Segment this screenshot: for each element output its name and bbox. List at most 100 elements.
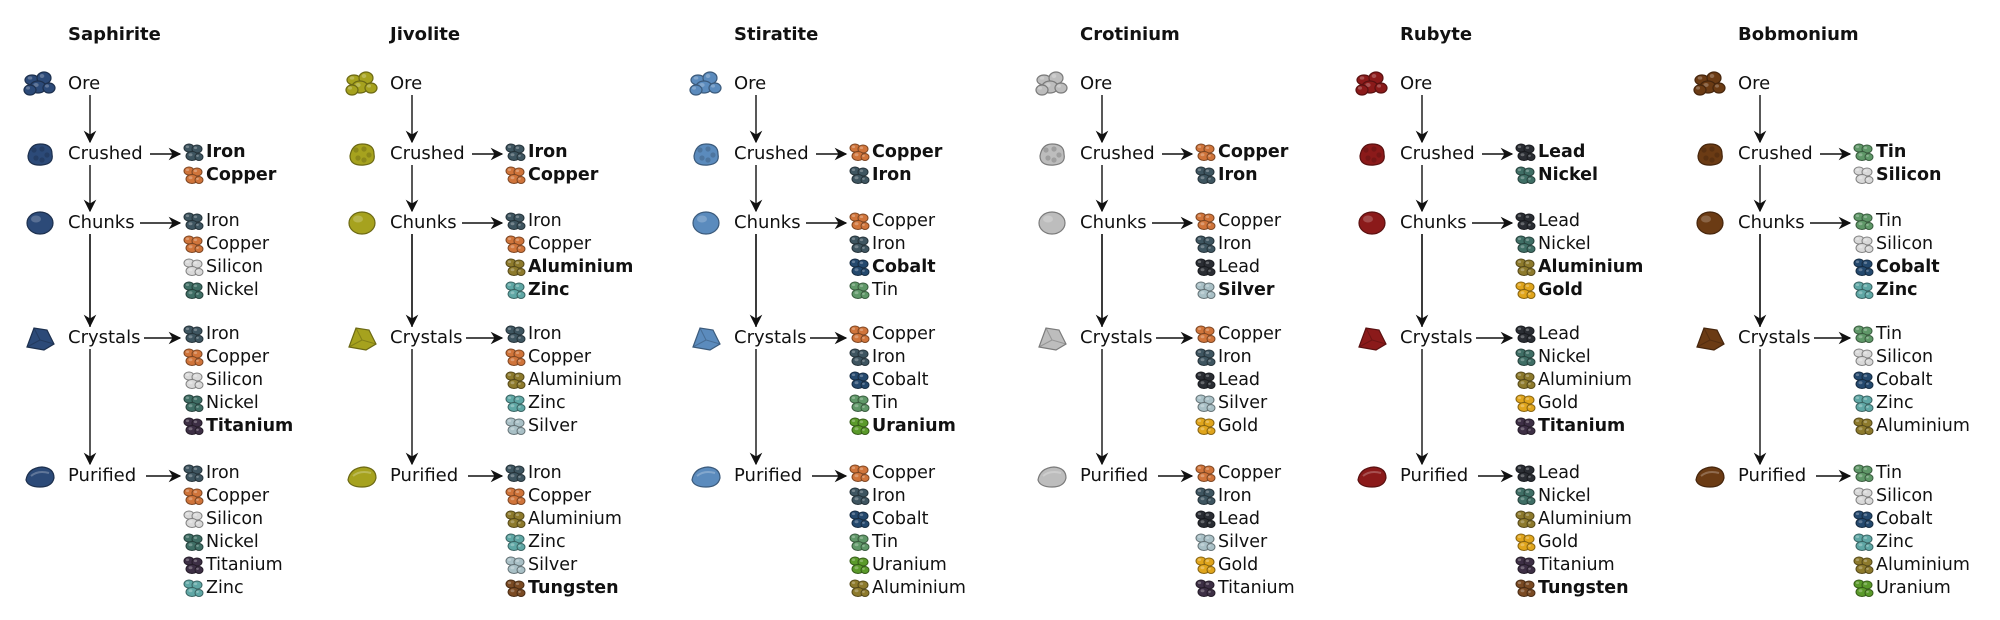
output-item-copper: Copper [504, 345, 622, 368]
iron-icon [1195, 348, 1216, 366]
output-list-crushed: Iron Copper [504, 140, 598, 186]
output-label: Aluminium [1876, 415, 1970, 436]
output-item-uranium: Uranium [848, 553, 966, 576]
jivolite-column: Jivolite Ore Crushed Iron Copper Chunks Iron Co… [342, 0, 662, 620]
output-item-aluminium: Aluminium [504, 255, 633, 278]
output-item-copper: Copper [848, 461, 966, 484]
gold-icon [1515, 394, 1536, 412]
aluminium-icon [505, 371, 526, 389]
output-item-silver: Silver [1194, 530, 1295, 553]
jivolite-purified-icon [347, 466, 377, 488]
output-item-iron: Iron [182, 461, 283, 484]
output-label: Iron [872, 233, 906, 254]
output-item-lead: Lead [1194, 255, 1281, 278]
output-label: Silver [1218, 531, 1268, 552]
output-item-iron: Iron [504, 140, 598, 163]
output-label: Tin [872, 279, 899, 300]
stiratite-column: Stiratite Ore Crushed Copper Iron Chunks Coppe… [686, 0, 1006, 620]
iron-icon [849, 348, 870, 366]
output-item-copper: Copper [848, 140, 942, 163]
output-item-iron: Iron [848, 484, 966, 507]
stage-label-ore: Ore [734, 73, 769, 95]
stage-label-chunks: Chunks [1080, 212, 1149, 234]
iron-icon [505, 325, 526, 343]
stage-label-ore: Ore [390, 73, 425, 95]
output-label: Tin [1876, 210, 1903, 231]
copper-icon [1195, 212, 1216, 230]
output-item-zinc: Zinc [182, 576, 283, 599]
zinc-icon [1853, 533, 1874, 551]
output-item-tin: Tin [1852, 140, 1941, 163]
nickel-icon [1515, 348, 1536, 366]
output-item-silver: Silver [1194, 391, 1281, 414]
output-item-uranium: Uranium [848, 414, 956, 437]
output-list-crystals: Tin Silicon Cobalt Zinc Aluminium [1852, 322, 1970, 437]
iron-icon [1195, 235, 1216, 253]
output-label: Zinc [1876, 279, 1918, 300]
output-label: Cobalt [1876, 369, 1933, 390]
output-label: Tungsten [1538, 577, 1629, 598]
output-item-copper: Copper [504, 232, 633, 255]
output-label: Silicon [1876, 233, 1934, 254]
output-label: Silicon [206, 508, 264, 529]
output-item-iron: Iron [848, 163, 942, 186]
stiratite-crushed-icon [693, 143, 719, 166]
output-label: Silicon [206, 369, 264, 390]
output-item-tin: Tin [1852, 461, 1970, 484]
output-item-nickel: Nickel [1514, 345, 1632, 368]
lead-icon [1195, 258, 1216, 276]
output-list-purified: Iron Copper Aluminium Zinc Silver Tungsten [504, 461, 622, 599]
output-label: Iron [206, 210, 240, 231]
stage-label-purified: Purified [1400, 465, 1471, 487]
output-label: Tin [872, 531, 899, 552]
output-label: Iron [528, 141, 568, 162]
rubyte-purified-icon [1357, 466, 1387, 488]
output-label: Copper [1218, 323, 1282, 344]
aluminium-icon [505, 510, 526, 528]
stage-label-chunks: Chunks [68, 212, 137, 234]
output-label: Aluminium [1876, 554, 1970, 575]
output-label: Copper [872, 210, 936, 231]
output-label: Iron [206, 462, 240, 483]
output-label: Aluminium [528, 369, 622, 390]
output-item-cobalt: Cobalt [1852, 507, 1970, 530]
output-item-copper: Copper [1194, 140, 1288, 163]
nickel-icon [1515, 235, 1536, 253]
output-item-nickel: Nickel [182, 391, 293, 414]
zinc-icon [505, 394, 526, 412]
output-item-gold: Gold [1194, 553, 1295, 576]
output-item-titanium: Titanium [1514, 553, 1632, 576]
stage-label-chunks: Chunks [1738, 212, 1807, 234]
output-list-purified: Iron Copper Silicon Nickel Titanium Zinc [182, 461, 283, 599]
output-label: Iron [872, 346, 906, 367]
output-list-crystals: Iron Copper Silicon Nickel Titanium [182, 322, 293, 437]
output-label: Uranium [1876, 577, 1951, 598]
saphirite-crystals-icon [26, 327, 55, 351]
output-label: Silicon [1876, 164, 1942, 185]
iron-icon [183, 464, 204, 482]
output-label: Aluminium [1538, 256, 1644, 277]
copper-icon [505, 235, 526, 253]
output-label: Cobalt [1876, 508, 1933, 529]
stage-label-purified: Purified [68, 465, 139, 487]
output-item-aluminium: Aluminium [1852, 553, 1970, 576]
iron-icon [1195, 487, 1216, 505]
output-item-iron: Iron [848, 345, 956, 368]
stage-label-ore: Ore [1080, 73, 1115, 95]
output-label: Nickel [1538, 233, 1591, 254]
output-item-iron: Iron [182, 322, 293, 345]
saphirite-crushed-icon [27, 143, 53, 166]
uranium-icon [1853, 579, 1874, 597]
output-label: Copper [872, 323, 936, 344]
output-list-crystals: Copper Iron Lead Silver Gold [1194, 322, 1281, 437]
gold-icon [1515, 281, 1536, 299]
output-item-cobalt: Cobalt [848, 507, 966, 530]
output-label: Silver [1218, 279, 1275, 300]
crotinium-chunks-icon [1038, 211, 1066, 235]
copper-icon [183, 348, 204, 366]
output-list-crystals: Lead Nickel Aluminium Gold Titanium [1514, 322, 1632, 437]
copper-icon [505, 348, 526, 366]
output-label: Aluminium [528, 508, 622, 529]
output-label: Copper [1218, 210, 1282, 231]
stiratite-ore-icon [689, 71, 722, 96]
